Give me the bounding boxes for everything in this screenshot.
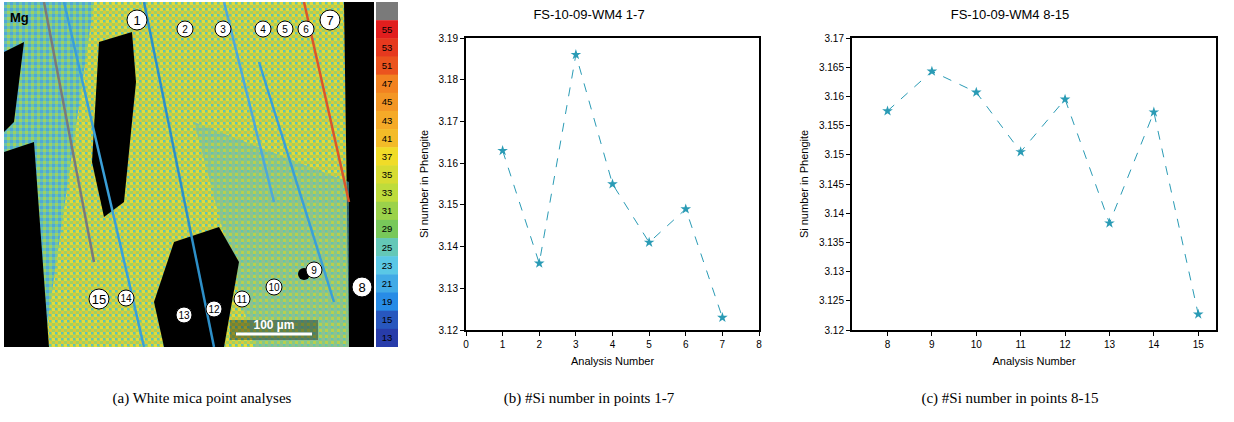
svg-text:25: 25 (382, 242, 393, 253)
svg-text:12: 12 (1060, 339, 1072, 350)
svg-text:3.17: 3.17 (439, 116, 459, 127)
svg-text:8: 8 (885, 339, 891, 350)
svg-text:2: 2 (536, 339, 542, 350)
svg-text:37: 37 (382, 151, 393, 162)
svg-text:3.125: 3.125 (819, 295, 844, 306)
svg-text:10: 10 (268, 282, 280, 293)
html-text:(b) #Si number in points 1-7: (b) #Si number in points 1-7 (503, 390, 675, 406)
svg-text:FS-10-09-WM4 1-7: FS-10-09-WM4 1-7 (533, 7, 644, 22)
svg-text:3: 3 (220, 24, 226, 35)
svg-text:15: 15 (92, 292, 106, 307)
svg-text:7: 7 (326, 13, 333, 28)
svg-text:1: 1 (500, 339, 506, 350)
svg-text:11: 11 (1015, 339, 1026, 350)
svg-text:13: 13 (1104, 339, 1116, 350)
svg-text:3.145: 3.145 (819, 179, 844, 190)
svg-text:Analysis Number: Analysis Number (571, 355, 654, 367)
svg-text:8: 8 (756, 339, 762, 350)
svg-text:10: 10 (971, 339, 983, 350)
svg-text:3.13: 3.13 (439, 283, 459, 294)
svg-text:7: 7 (720, 339, 726, 350)
svg-text:6: 6 (683, 339, 689, 350)
svg-text:33: 33 (382, 187, 393, 198)
svg-text:5: 5 (646, 339, 652, 350)
svg-text:21: 21 (382, 278, 393, 289)
svg-text:43: 43 (382, 115, 393, 126)
svg-text:3.18: 3.18 (439, 74, 459, 85)
svg-text:FS-10-09-WM4 8-15: FS-10-09-WM4 8-15 (951, 7, 1069, 22)
svg-text:3.17: 3.17 (825, 33, 845, 44)
svg-text:9: 9 (311, 265, 317, 276)
svg-text:3.14: 3.14 (825, 208, 845, 219)
svg-text:51: 51 (382, 60, 393, 71)
svg-text:3.14: 3.14 (439, 241, 459, 252)
svg-text:Si number in Phengite: Si number in Phengite (418, 130, 430, 238)
svg-text:3.12: 3.12 (439, 325, 459, 336)
svg-text:14: 14 (1148, 339, 1160, 350)
svg-text:3.19: 3.19 (439, 33, 459, 44)
svg-text:15: 15 (382, 314, 393, 325)
svg-text:15: 15 (1193, 339, 1205, 350)
html-text:(c) #Si number in points 8-15: (c) #Si number in points 8-15 (921, 390, 1099, 406)
svg-text:3.135: 3.135 (819, 237, 844, 248)
svg-text:Analysis Number: Analysis Number (992, 355, 1075, 367)
svg-text:47: 47 (382, 78, 393, 89)
svg-text:23: 23 (382, 260, 393, 271)
svg-text:3.13: 3.13 (825, 266, 845, 277)
svg-text:13: 13 (178, 310, 190, 321)
svg-text:31: 31 (382, 205, 393, 216)
svg-text:12: 12 (208, 304, 220, 315)
svg-text:9: 9 (929, 339, 935, 350)
svg-text:8: 8 (358, 280, 365, 295)
svg-text:3: 3 (573, 339, 579, 350)
svg-text:Mg: Mg (10, 10, 29, 25)
svg-text:55: 55 (382, 24, 393, 35)
svg-text:5: 5 (282, 24, 288, 35)
svg-text:Si number in Phengite: Si number in Phengite (798, 130, 810, 238)
svg-text:3.16: 3.16 (825, 91, 845, 102)
svg-text:35: 35 (382, 169, 393, 180)
svg-text:13: 13 (382, 332, 393, 343)
svg-text:14: 14 (120, 293, 132, 304)
svg-text:4: 4 (260, 24, 266, 35)
svg-text:3.16: 3.16 (439, 158, 459, 169)
svg-text:53: 53 (382, 42, 393, 53)
svg-text:2: 2 (182, 24, 188, 35)
svg-text:29: 29 (382, 223, 393, 234)
svg-text:45: 45 (382, 96, 393, 107)
svg-text:3.15: 3.15 (825, 149, 845, 160)
svg-text:6: 6 (303, 24, 309, 35)
svg-text:100 µm: 100 µm (254, 318, 295, 332)
svg-text:41: 41 (382, 133, 393, 144)
html-text:(a) White mica point analyses: (a) White mica point analyses (112, 390, 292, 406)
svg-text:19: 19 (382, 296, 393, 307)
svg-text:3.155: 3.155 (819, 120, 844, 131)
svg-text:1: 1 (133, 13, 140, 28)
svg-text:3.12: 3.12 (825, 325, 845, 336)
svg-text:11: 11 (237, 294, 248, 305)
svg-text:0: 0 (463, 339, 469, 350)
svg-text:4: 4 (610, 339, 616, 350)
svg-text:3.15: 3.15 (439, 199, 459, 210)
svg-text:3.165: 3.165 (819, 62, 844, 73)
